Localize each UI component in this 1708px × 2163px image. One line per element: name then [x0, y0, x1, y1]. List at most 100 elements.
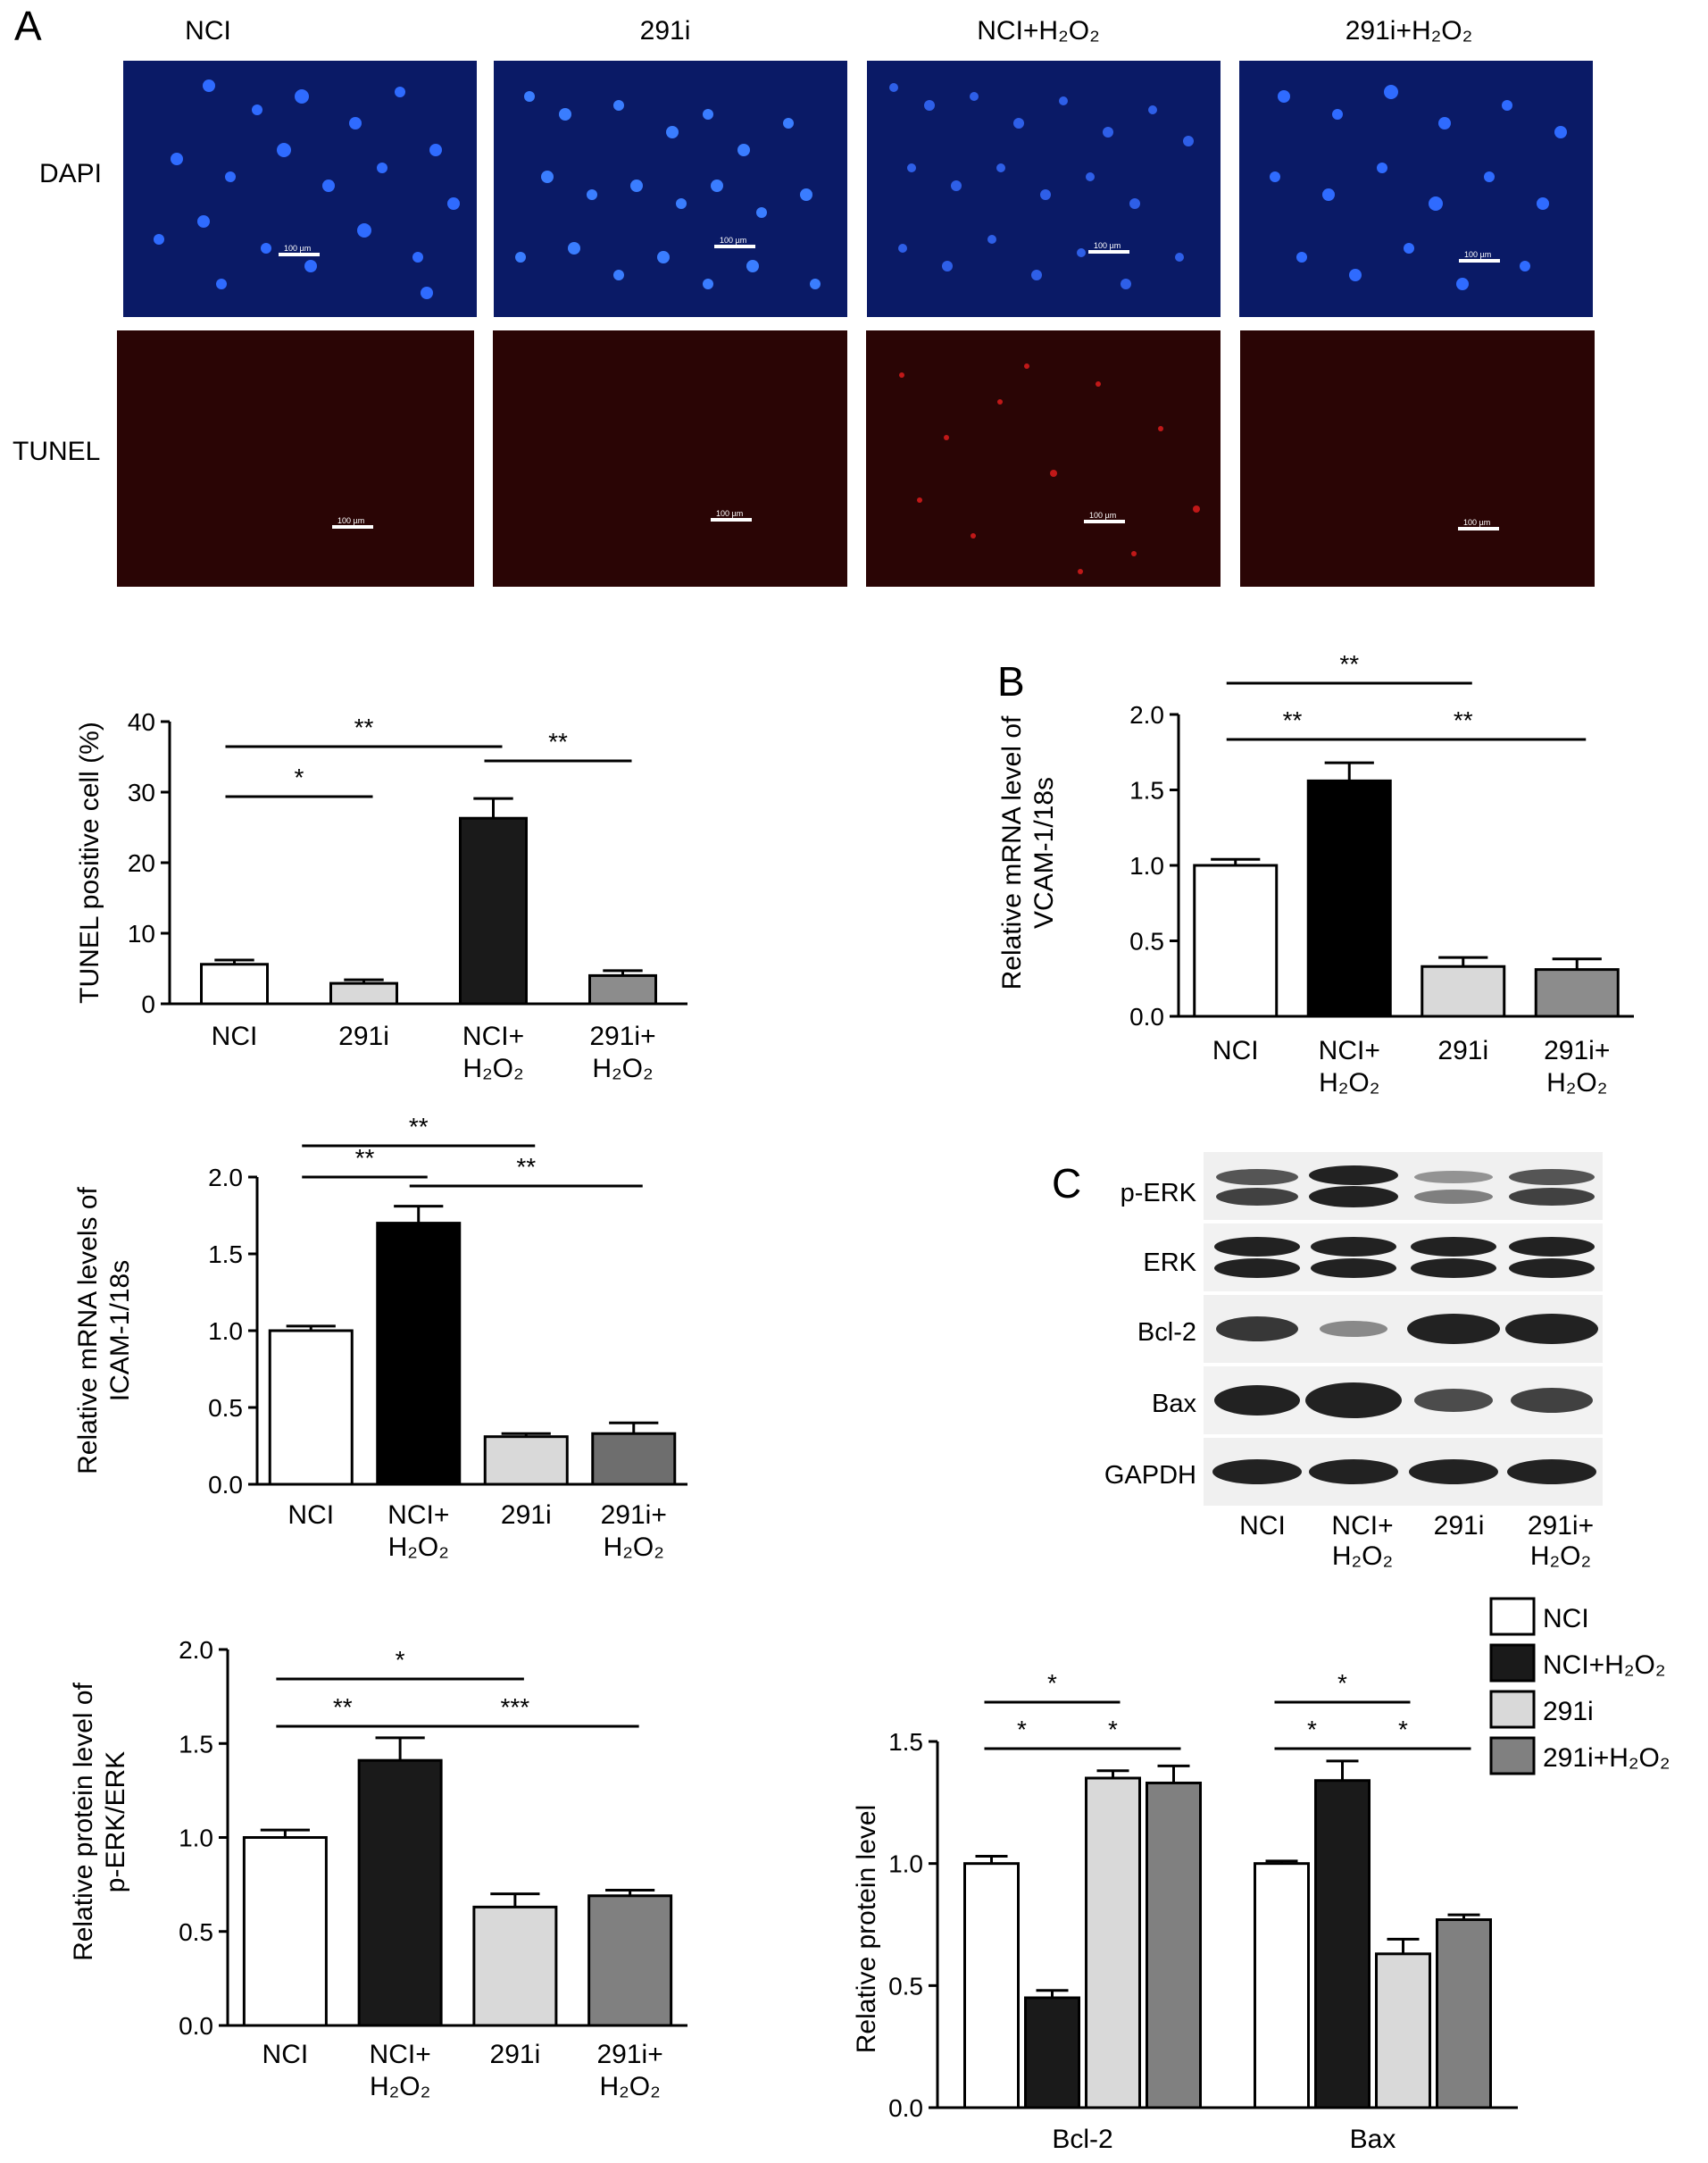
x-category-label: NCI+ H₂O₂ — [370, 2040, 431, 2101]
micrograph-column-label: 291i+H₂O₂ — [1345, 16, 1473, 46]
x-category-label: NCI — [1212, 1036, 1259, 1065]
legend-label: 291i — [1543, 1697, 1594, 1726]
blot-row-label: Bax — [1152, 1390, 1196, 1418]
micrograph-column-label: NCI — [185, 16, 231, 46]
y-axis-label: Relative protein level of p-ERK/ERK — [69, 1682, 130, 1961]
significance-marker: ** — [1283, 706, 1303, 734]
tunel-positive-cells — [899, 363, 1200, 574]
legend-swatch — [1489, 1736, 1536, 1775]
x-category-label: Bcl-2 — [1052, 2125, 1112, 2154]
bar-0 — [268, 1329, 354, 1486]
x-category-label: NCI+ H₂O₂ — [1319, 1036, 1380, 1098]
dapi-nuclei — [1270, 85, 1567, 290]
significance-marker: ** — [354, 714, 374, 741]
bar-3 — [591, 1432, 677, 1486]
tunel-image-nci-h2o2: 100 µm — [866, 330, 1221, 587]
blot-bands — [1212, 1165, 1598, 1484]
x-category-label: 291i+ H₂O₂ — [589, 1022, 655, 1083]
panel-label-c: C — [1052, 1160, 1082, 1207]
bar-3 — [588, 973, 657, 1006]
significance-marker: * — [1398, 1716, 1408, 1743]
x-category-label: 291i+ H₂O₂ — [1544, 1036, 1610, 1098]
significance-marker: * — [1108, 1716, 1118, 1743]
scale-bar-label: 100 µm — [720, 236, 747, 245]
y-tick-label: 1.0 — [208, 1317, 243, 1345]
y-axis-label: TUNEL positive cell (%) — [75, 722, 104, 1004]
x-category-label: 291i — [501, 1500, 552, 1530]
significance-marker: ** — [548, 728, 568, 756]
y-tick-label: 0 — [141, 990, 155, 1018]
bar-2 — [483, 1435, 569, 1486]
bar-1 — [1306, 779, 1392, 1018]
y-tick-label: 2.0 — [179, 1636, 213, 1664]
significance-marker: ** — [516, 1153, 536, 1181]
tunel-image-nci: 100 µm — [117, 330, 474, 587]
blot-lane-label: 291i — [1433, 1511, 1485, 1541]
scale-bar-label: 100 µm — [337, 516, 365, 525]
y-tick-label: 2.0 — [208, 1164, 243, 1191]
bar-bax-3 — [1436, 1918, 1492, 2109]
blot-strip-erk — [1204, 1223, 1603, 1291]
x-category-label: 291i — [338, 1022, 389, 1051]
dapi-image-291i: 100 µm — [494, 61, 847, 317]
y-tick-label: 1.0 — [888, 1850, 923, 1878]
significance-marker: ** — [1454, 706, 1473, 734]
y-tick-label: 0.5 — [888, 1972, 923, 2000]
significance-marker: ** — [333, 1693, 353, 1721]
blot-row-label: ERK — [1143, 1249, 1196, 1277]
y-tick-label: 0.0 — [1129, 1003, 1164, 1031]
significance-marker: * — [1307, 1716, 1317, 1743]
y-axis-label: Relative protein level — [852, 1805, 881, 2053]
bar-3 — [587, 1894, 673, 2027]
bar-2 — [1421, 965, 1506, 1018]
x-category-label: NCI+ H₂O₂ — [462, 1022, 524, 1083]
y-tick-label: 1.5 — [179, 1730, 213, 1758]
chart-vcam-mrna: 0.0 0.5 1.0 1.5 2.0 Relative mRNA level of VCA… — [997, 650, 1634, 1098]
legend-swatch — [1489, 1597, 1536, 1636]
x-category-label: NCI — [212, 1022, 258, 1051]
significance-marker: * — [396, 1646, 405, 1674]
blot-row-label: Bcl-2 — [1137, 1318, 1196, 1347]
significance-marker: ** — [1339, 650, 1359, 678]
micrograph-row-label: TUNEL — [12, 437, 101, 466]
bar-0 — [200, 963, 269, 1006]
x-category-label: 291i+ H₂O₂ — [601, 1500, 667, 1562]
bar-bcl-2-0 — [963, 1862, 1020, 2109]
blot-strip-p-erk — [1204, 1152, 1603, 1220]
y-tick-label: 1.5 — [1129, 777, 1164, 805]
significance-marker: * — [1337, 1669, 1347, 1697]
bar-3 — [1534, 968, 1620, 1018]
bar-bax-1 — [1314, 1779, 1371, 2109]
micrograph-column-label: NCI+H₂O₂ — [977, 16, 1100, 46]
y-tick-label: 20 — [128, 849, 155, 877]
x-category-label: NCI — [287, 1500, 334, 1530]
bar-0 — [1193, 864, 1279, 1018]
bar-bax-2 — [1375, 1952, 1431, 2109]
scale-bar-label: 100 µm — [1094, 241, 1121, 250]
panel-label-a: A — [14, 3, 42, 49]
legend-swatch — [1489, 1643, 1536, 1683]
significance-marker: *** — [501, 1693, 530, 1721]
dapi-image-nci-h2o2: 100 µm — [867, 61, 1221, 317]
tunel-image-291i-h2o2: 100 µm — [1240, 330, 1595, 587]
y-tick-label: 1.5 — [208, 1240, 243, 1268]
scale-bar-label: 100 µm — [284, 244, 312, 253]
y-axis-label: Relative mRNA levels of ICAM-1/18s — [73, 1186, 135, 1474]
dapi-nuclei — [154, 79, 460, 299]
y-tick-label: 1.0 — [1129, 852, 1164, 880]
chart-tunel-positive: 0 10 20 30 40 TUNEL positive cell (%) NCI 291i N… — [75, 708, 687, 1083]
bar-1 — [376, 1222, 462, 1486]
bar-2 — [459, 816, 528, 1006]
y-tick-label: 0.0 — [888, 2094, 923, 2122]
dapi-image-291i-h2o2: 100 µm — [1239, 61, 1593, 317]
significance-marker: ** — [409, 1113, 429, 1140]
y-tick-label: 2.0 — [1129, 701, 1164, 729]
chart-relative-protein: 0.0 0.5 1.0 1.5 Relative protein level Bcl-2 B… — [852, 1597, 1671, 2154]
legend-label: 291i+H₂O₂ — [1543, 1743, 1671, 1773]
chart-perk-protein: 0.0 0.5 1.0 1.5 2.0 Relative protein level of… — [69, 1636, 687, 2101]
y-tick-label: 0.5 — [179, 1918, 213, 1946]
bar-bcl-2-1 — [1024, 1996, 1080, 2109]
tunel-image-291i: 100 µm — [493, 330, 847, 587]
chart-icam-mrna: 0.0 0.5 1.0 1.5 2.0 Relative mRNA levels of IC… — [73, 1113, 687, 1562]
